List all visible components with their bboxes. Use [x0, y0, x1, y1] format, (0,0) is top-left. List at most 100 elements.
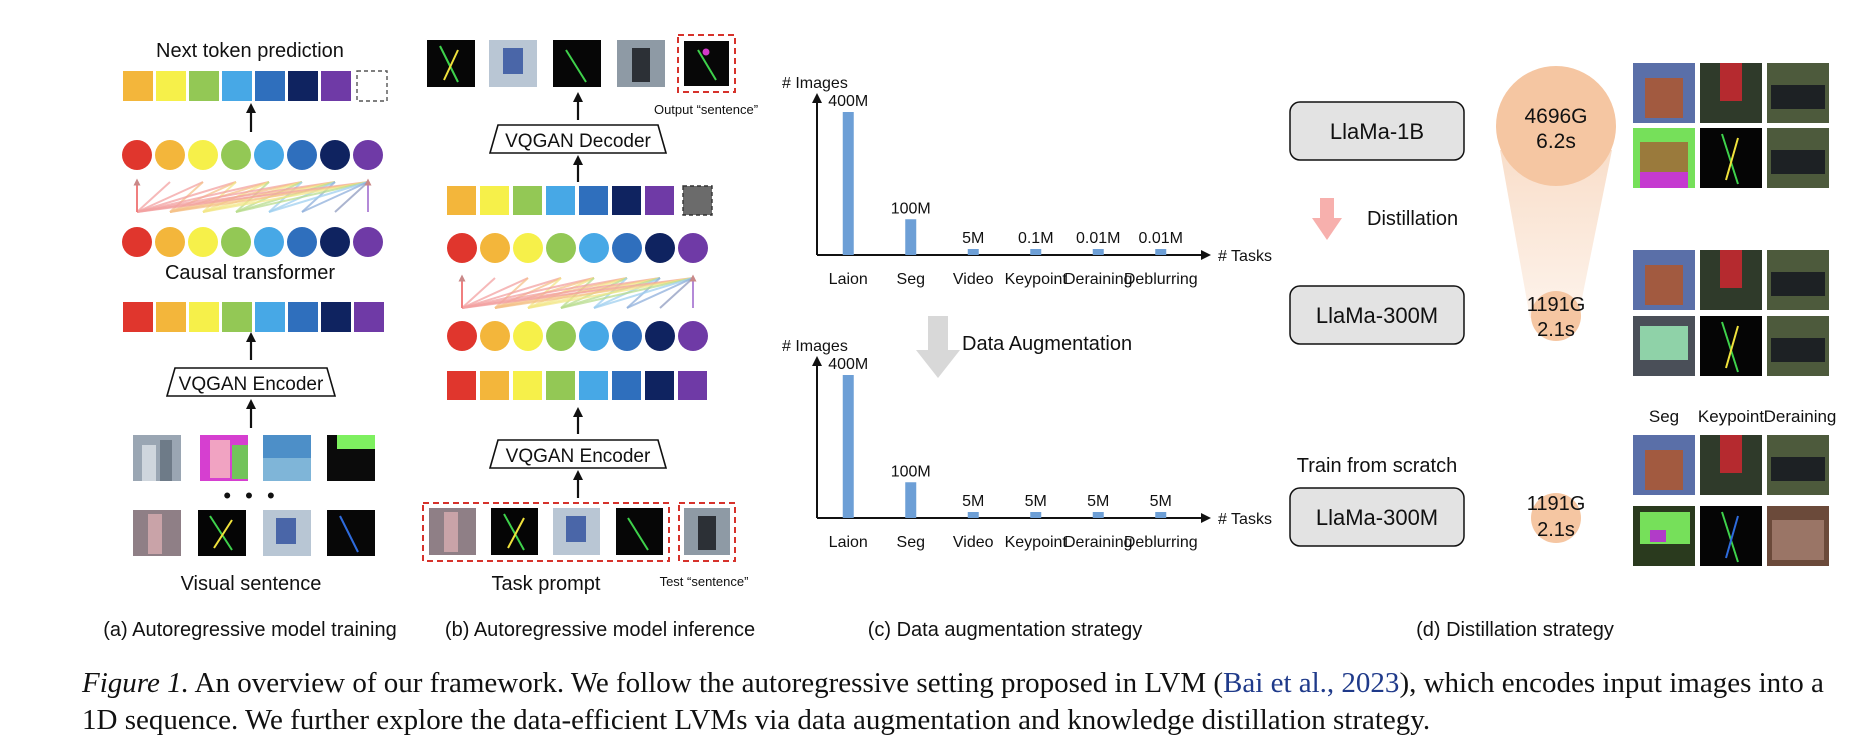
attention-line — [268, 181, 369, 213]
test-sentence-box — [678, 502, 736, 562]
image-thumbnail — [616, 508, 663, 555]
token-circle — [612, 321, 642, 351]
image-detail — [1720, 250, 1742, 288]
attention-line — [461, 277, 529, 309]
model-llama-300m-scratch-box — [1289, 487, 1465, 547]
category-label: Deraining — [1064, 534, 1132, 551]
attention-line — [334, 181, 369, 213]
token-circle — [320, 227, 350, 257]
bar-value-label: 400M — [828, 93, 868, 110]
image-detail — [1640, 172, 1688, 188]
image-detail — [1720, 435, 1742, 473]
token-circle — [447, 321, 477, 351]
cost-cone — [1500, 150, 1612, 318]
token-circle — [155, 227, 185, 257]
keypoint-line — [565, 49, 587, 83]
attention-line — [235, 181, 369, 213]
x-axis-label: # Tasks — [1218, 511, 1272, 528]
model-llama-300m-box — [1289, 285, 1465, 345]
vqgan-decoder-label: VQGAN Decoder — [505, 131, 651, 152]
category-label: Deblurring — [1124, 271, 1198, 288]
category-label: Laion — [829, 271, 868, 288]
token-square — [156, 302, 186, 332]
attention-line — [659, 277, 694, 309]
token-square — [288, 71, 318, 101]
vqgan-decoder-box — [488, 124, 668, 154]
result-grid-llama-1b — [1633, 63, 1829, 188]
bar — [1030, 512, 1042, 518]
keypoint-line — [443, 49, 459, 81]
output-images-row — [427, 34, 736, 93]
token-square — [123, 302, 153, 332]
subcaption-b: (b) Autoregressive model inference — [445, 619, 755, 641]
image-detail — [263, 458, 311, 481]
category-label: Keypoint — [1005, 271, 1068, 288]
cost-large-flops: 4696G — [1524, 105, 1587, 128]
panel-d: LlaMa-1B Distillation LlaMa-300M Train f… — [1289, 63, 1836, 566]
token-square — [513, 186, 542, 215]
image-thumbnail — [1700, 506, 1762, 566]
bar — [1155, 512, 1167, 518]
bar-value-label: 5M — [962, 493, 984, 510]
attention-line — [527, 277, 694, 309]
image-detail — [1640, 326, 1688, 360]
token-circle — [155, 140, 185, 170]
keypoint-line — [1721, 511, 1739, 563]
token-circle — [122, 227, 152, 257]
keypoint-line — [1725, 325, 1739, 369]
token-circle — [320, 140, 350, 170]
bar-value-label: 100M — [891, 463, 931, 480]
category-label: Video — [953, 271, 994, 288]
cost-circle-large — [1496, 66, 1616, 186]
token-circle — [579, 233, 609, 263]
caption-text-1: An overview of our framework. We follow … — [188, 667, 1224, 699]
token-circle — [513, 321, 543, 351]
bar-value-label: 5M — [1025, 493, 1047, 510]
bar-value-label: 100M — [891, 200, 931, 217]
panel-a: Next token prediction Causal transformer… — [122, 40, 388, 595]
image-detail — [210, 440, 230, 478]
panel-c: # Images # Tasks 400M Laion 100M Seg 5M Video 0.… — [782, 75, 1272, 551]
column-label-keypoint: Keypoint — [1698, 407, 1764, 426]
task-prompt-images — [429, 508, 663, 555]
subcaption-c: (c) Data augmentation strategy — [868, 619, 1143, 641]
image-detail — [632, 48, 650, 82]
token-square — [612, 186, 641, 215]
token-circle — [480, 321, 510, 351]
y-axis-label: # Images — [782, 338, 848, 355]
token-circle — [188, 227, 218, 257]
image-detail — [1772, 520, 1824, 560]
visual-sentence-images-row1 — [133, 435, 375, 481]
image-detail — [160, 440, 172, 481]
token-square — [579, 371, 608, 400]
cost-small-flops: 1191G — [1527, 294, 1586, 316]
token-square — [222, 71, 252, 101]
image-detail — [1771, 85, 1825, 109]
task-prompt-box — [422, 502, 670, 562]
distillation-label: Distillation — [1367, 208, 1458, 230]
bar-value-label: 0.01M — [1076, 230, 1120, 247]
attention-line — [202, 181, 369, 213]
token-square — [123, 71, 153, 101]
keypoint-line — [439, 45, 459, 83]
image-detail — [142, 445, 156, 481]
distill-arrow-head — [1312, 218, 1342, 240]
token-square — [447, 186, 476, 215]
token-circles-input — [447, 321, 708, 351]
bar — [905, 219, 917, 255]
bar — [1155, 249, 1167, 255]
token-circle — [221, 227, 251, 257]
bar-value-label: 5M — [962, 230, 984, 247]
image-detail — [1771, 457, 1825, 481]
caption-citation-link[interactable]: Bai et al., 2023 — [1223, 667, 1400, 699]
causal-transformer-label: Causal transformer — [165, 262, 335, 284]
attention-line — [136, 181, 237, 213]
image-detail — [232, 445, 248, 479]
image-thumbnail — [327, 510, 375, 556]
attention-line — [626, 277, 694, 309]
image-thumbnail — [1700, 128, 1762, 188]
empty-next-token — [356, 70, 388, 102]
token-circle — [287, 227, 317, 257]
token-circle — [645, 233, 675, 263]
